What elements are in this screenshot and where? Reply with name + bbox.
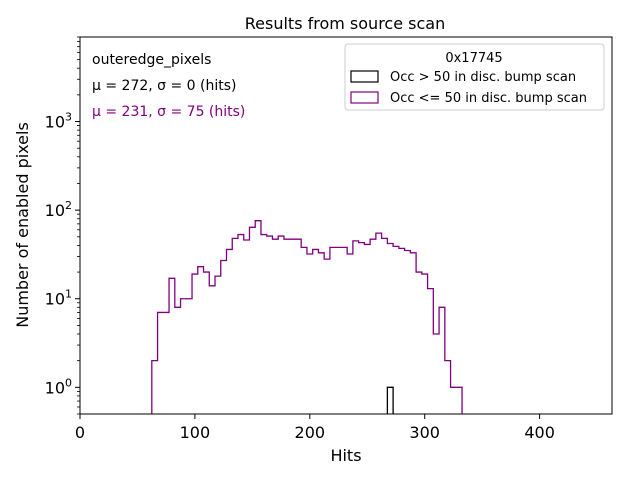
legend-title: 0x17745: [445, 51, 502, 66]
legend-box: [344, 43, 605, 111]
legend: 0x17745 Occ > 50 in disc. bump scan Occ …: [344, 43, 605, 111]
annotation-region-name: outeredge_pixels: [92, 52, 211, 68]
legend-swatch-high-occupancy: [350, 70, 379, 83]
x-tick-label: 300: [409, 423, 440, 442]
legend-label-low-occupancy: Occ <= 50 in disc. bump scan: [390, 91, 587, 106]
annotation-stats-purple: μ = 231, σ = 75 (hits): [92, 104, 245, 120]
plot-frame: [79, 36, 613, 415]
chart-title: Results from source scan: [245, 14, 445, 33]
x-tick-label: 200: [295, 423, 326, 442]
legend-swatch-low-occupancy: [350, 91, 379, 104]
series-outline-1: [151, 220, 463, 414]
series-layer: [151, 220, 463, 414]
series-1: [151, 220, 463, 414]
x-tick-label: 0: [75, 423, 85, 442]
x-axis-label: Hits: [330, 446, 361, 465]
y-axis-label: Number of enabled pixels: [13, 122, 32, 328]
legend-label-high-occupancy: Occ > 50 in disc. bump scan: [390, 70, 576, 85]
series-outline-0: [386, 386, 394, 414]
x-tick-label: 400: [524, 423, 555, 442]
series-0: [386, 386, 394, 414]
x-tick-label: 100: [180, 423, 211, 442]
x-axis: 0 100 200 300 400: [75, 414, 555, 442]
annotation-stats-black: μ = 272, σ = 0 (hits): [92, 78, 237, 94]
